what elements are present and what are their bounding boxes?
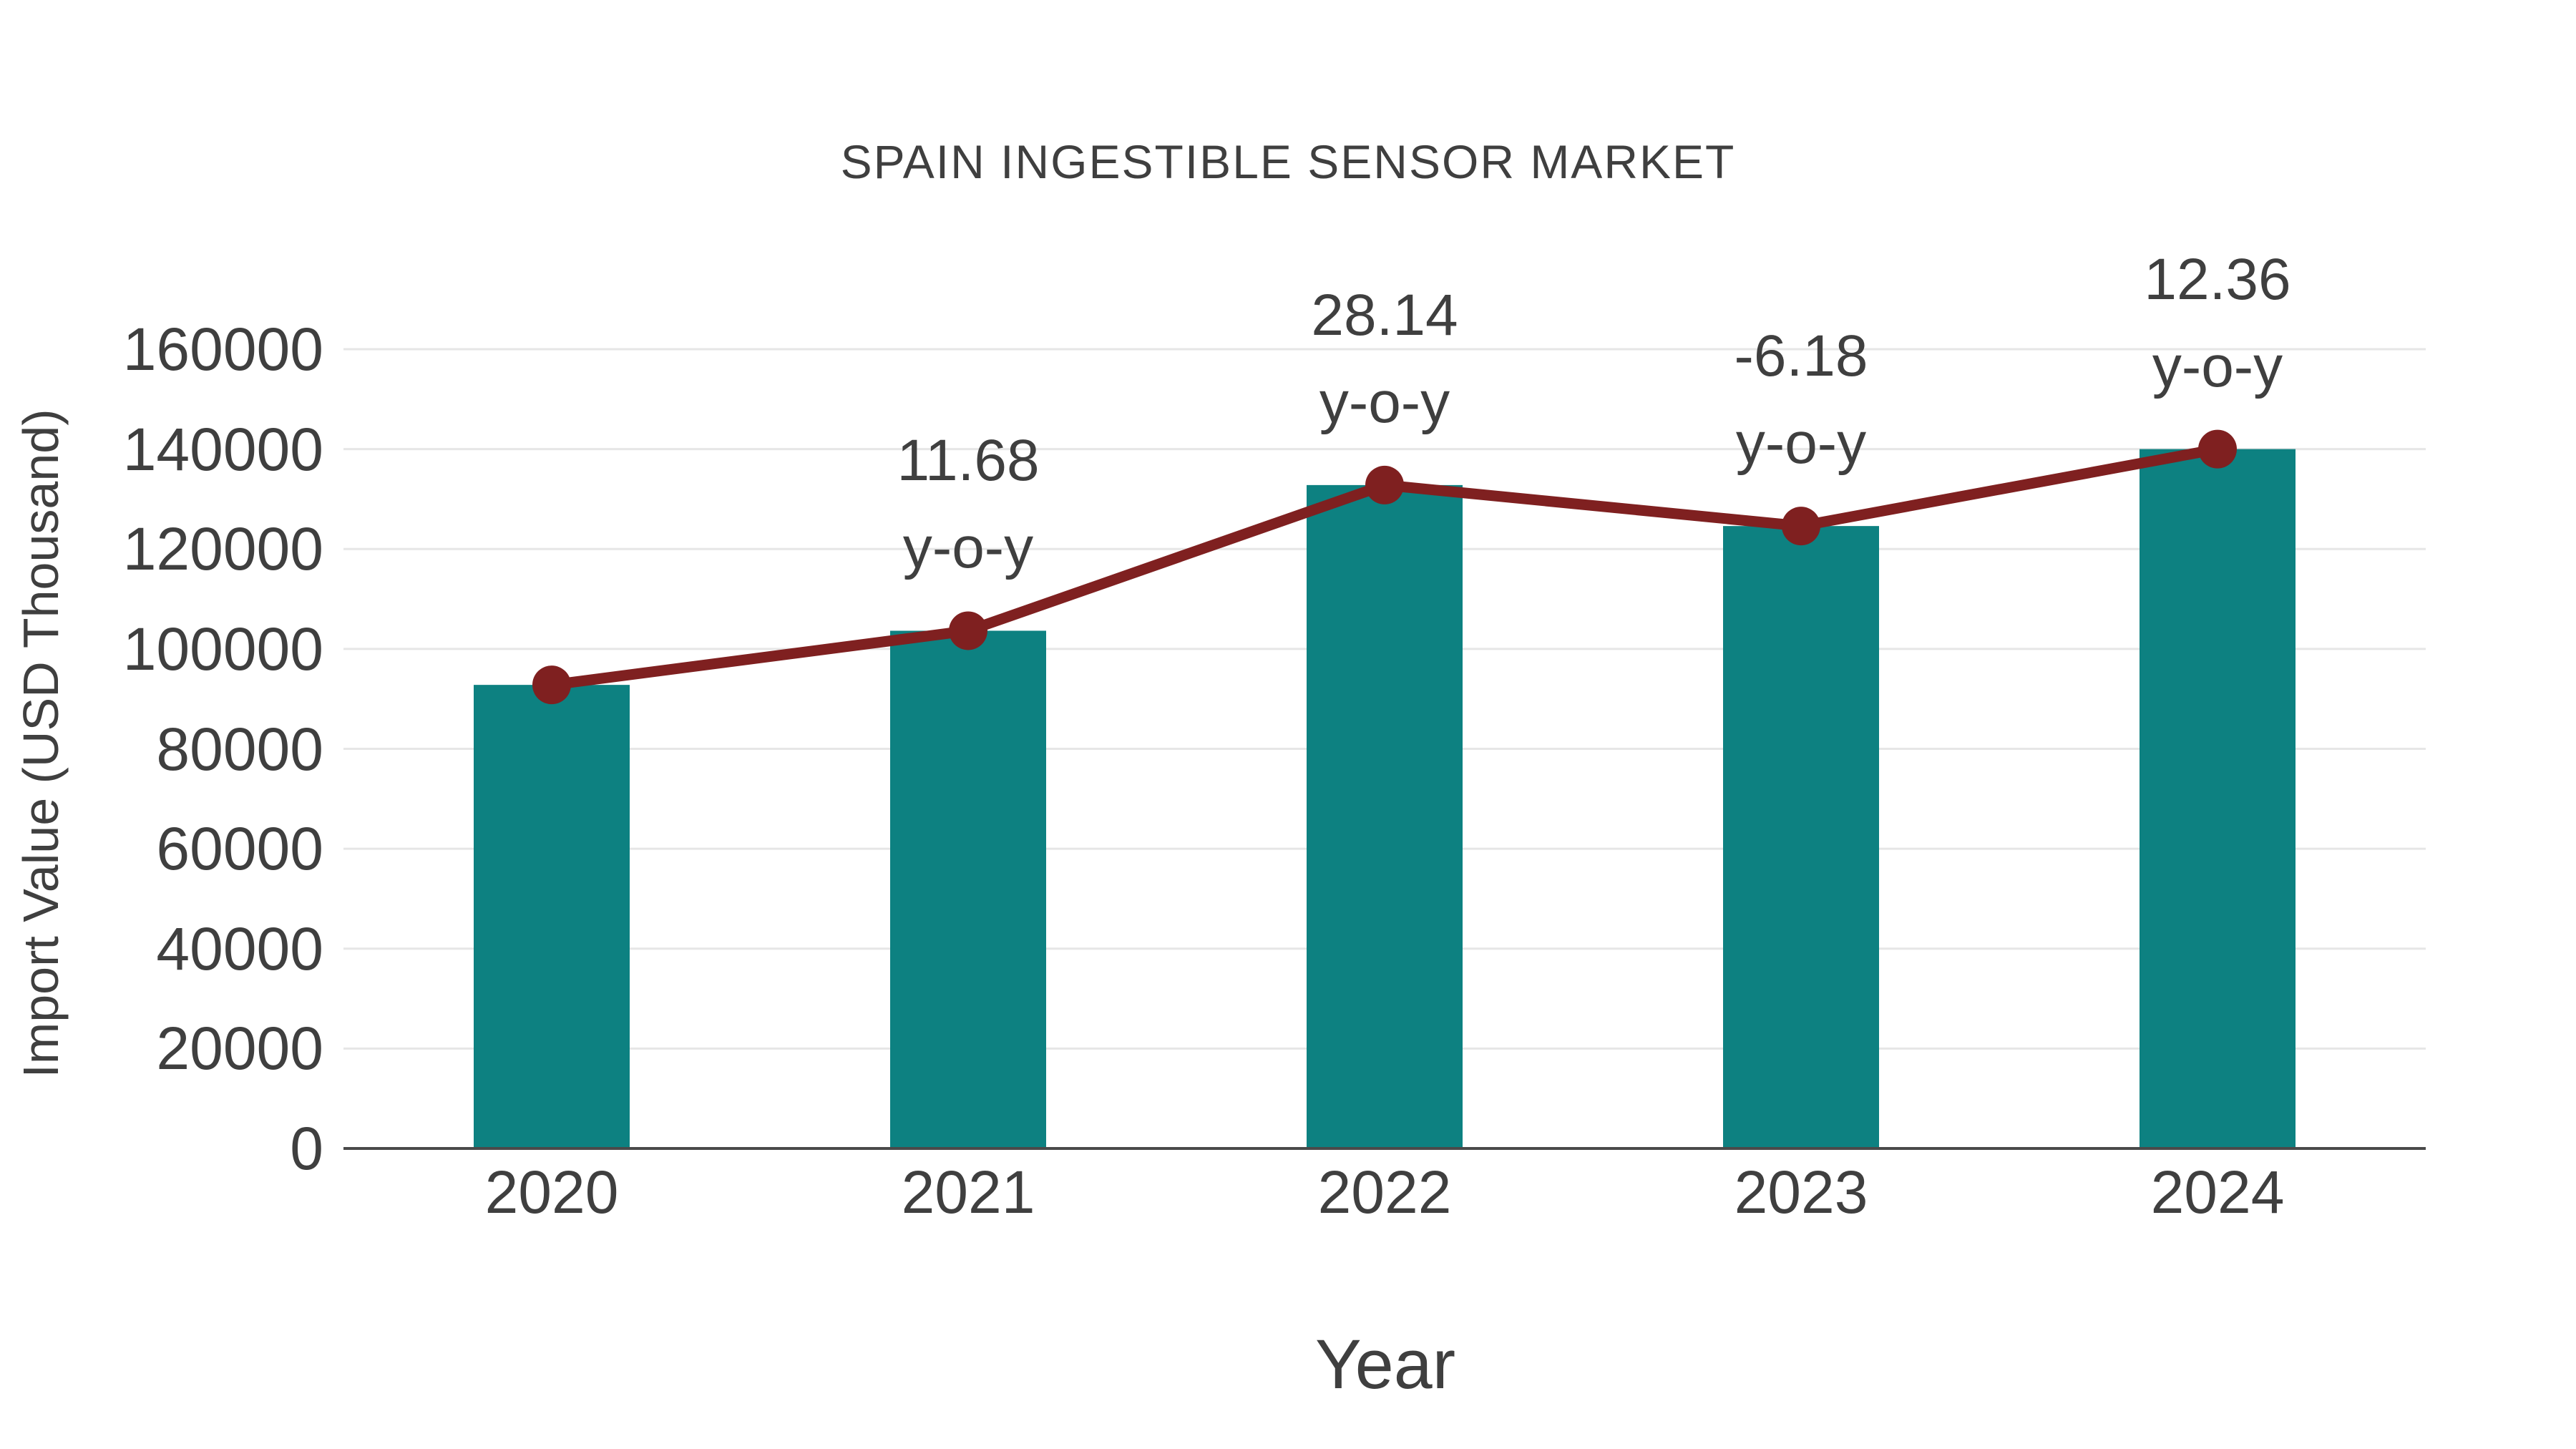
x-axis-title: Year (1315, 1325, 1455, 1403)
bar-2024 (2140, 449, 2296, 1148)
y-tick-label: 0 (290, 1115, 323, 1182)
yoy-annotation-2023: -6.18 y-o-y (1734, 323, 1868, 477)
yoy-annotation-2024: 12.36 y-o-y (2144, 246, 2291, 399)
bar-2020 (474, 685, 630, 1148)
y-tick-label: 140000 (122, 415, 323, 483)
y-tick-label: 160000 (122, 316, 323, 383)
x-tick-label-2023: 2023 (1734, 1158, 1868, 1226)
y-tick-label: 20000 (156, 1015, 323, 1083)
y-tick-label: 100000 (122, 615, 323, 683)
x-tick-label-2021: 2021 (901, 1158, 1035, 1226)
yoy-annotation-2022: 28.14 y-o-y (1311, 282, 1458, 435)
bar-2023 (1723, 526, 1879, 1148)
trend-marker-2024 (2198, 429, 2237, 469)
x-tick-label-2024: 2024 (2150, 1158, 2285, 1226)
trend-marker-2021 (949, 611, 987, 650)
y-tick-label: 60000 (156, 815, 323, 883)
trend-marker-2023 (1782, 507, 1820, 546)
trend-marker-2020 (532, 665, 571, 705)
x-tick-label-2022: 2022 (1317, 1158, 1452, 1226)
yoy-annotation-2021: 11.68 y-o-y (897, 428, 1040, 581)
y-tick-label: 40000 (156, 914, 323, 982)
bar-2021 (890, 630, 1046, 1148)
x-tick-label-2020: 2020 (484, 1158, 619, 1226)
chart-title: SPAIN INGESTIBLE SENSOR MARKET (840, 135, 1736, 188)
y-tick-label: 120000 (122, 515, 323, 583)
y-tick-label: 80000 (156, 715, 323, 783)
bar-2022 (1307, 484, 1463, 1148)
trend-marker-2022 (1365, 465, 1404, 504)
